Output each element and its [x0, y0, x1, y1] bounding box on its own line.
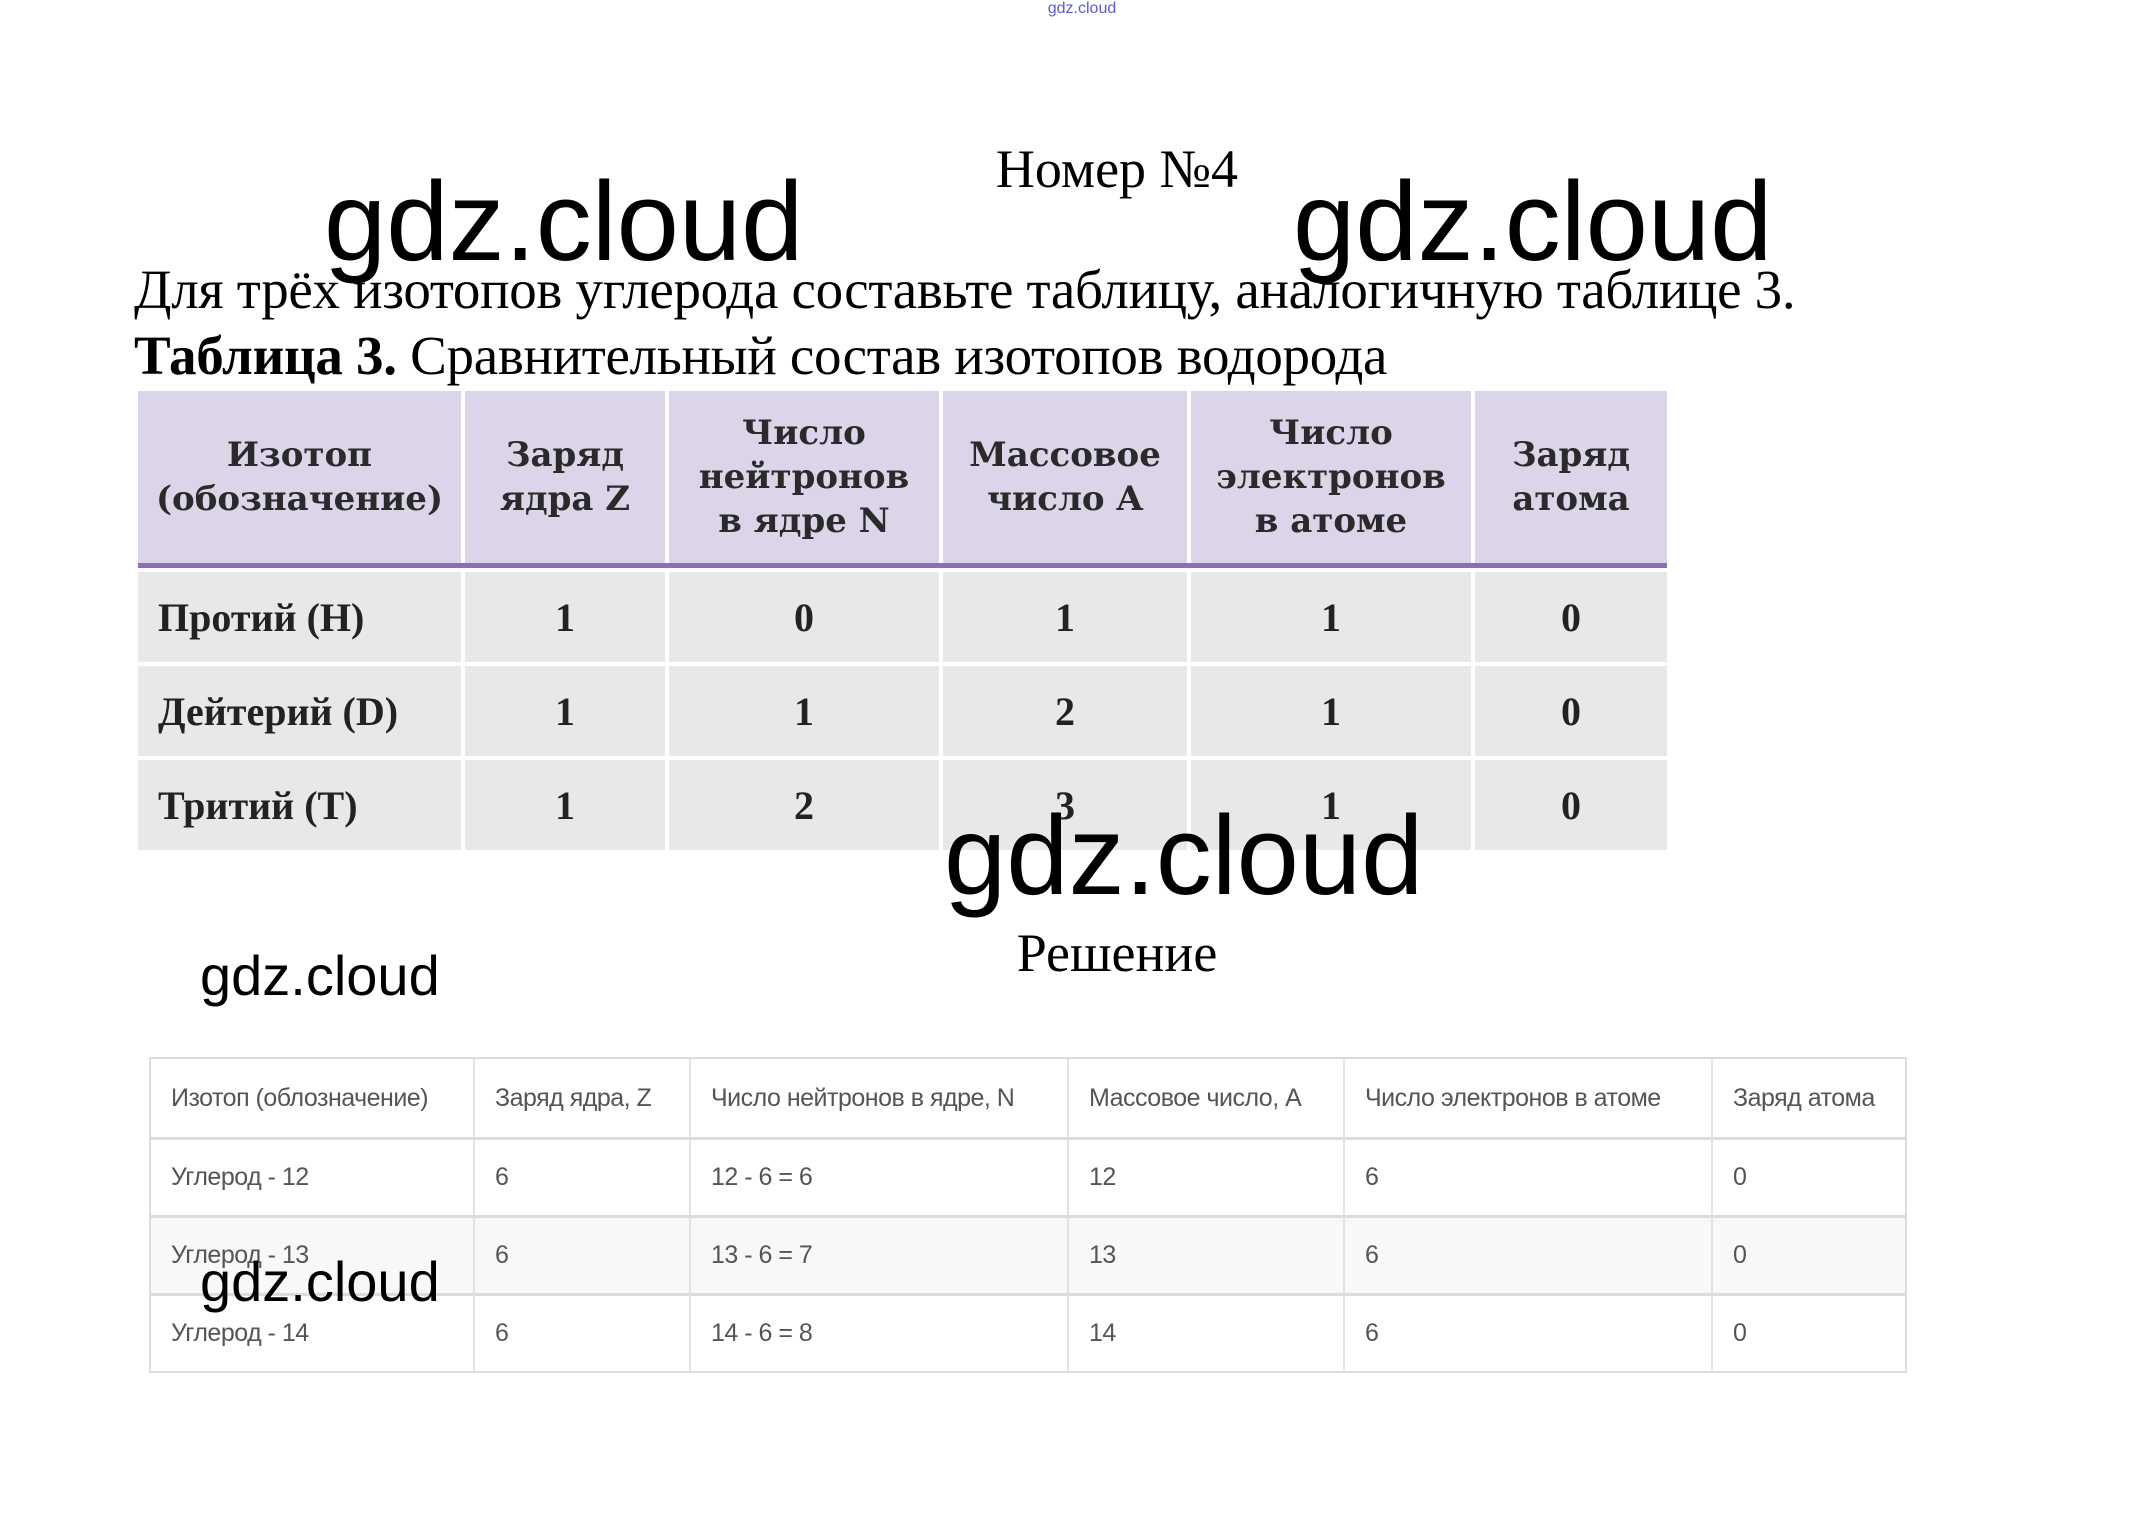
- table-caption: Таблица 3. Сравнительный состав изотопов…: [134, 324, 1387, 387]
- table-header-row: Изотоп (облозначение) Заряд ядра, Z Число …: [151, 1059, 1905, 1140]
- table-cell: 1: [1191, 572, 1475, 662]
- table-row: Дейтерий (D) 1 1 2 1 0: [138, 662, 1667, 756]
- column-header: Заряд ядра, Z: [475, 1059, 691, 1137]
- table-cell: 0: [669, 572, 943, 662]
- table-cell: Углерод - 12: [151, 1140, 475, 1215]
- table-cell: 6: [475, 1296, 691, 1371]
- table-cell: 0: [1733, 1241, 1747, 1269]
- table-cell: 6: [475, 1218, 691, 1293]
- watermark-logo: gdz.cloud: [200, 1250, 440, 1313]
- table-row: Углерод - 14 6 14 - 6 = 8 14 6 0: [151, 1296, 1905, 1371]
- page-title: Номер №4: [995, 139, 1239, 199]
- table-cell: 14 - 6 = 8: [691, 1296, 1069, 1371]
- watermark-logo: gdz.cloud: [1293, 159, 1773, 284]
- table-cell: 0: [1733, 1163, 1747, 1191]
- table-cell: 1: [1191, 666, 1475, 756]
- solution-heading: Решение: [1016, 923, 1218, 983]
- hydrogen-isotopes-table: Изотоп (обозначение) Заряд ядра Z Число не…: [138, 391, 1667, 850]
- table-row: Тритий (T) 1 2 3 1 0: [138, 756, 1667, 850]
- table-cell: 2: [669, 760, 943, 850]
- column-header: Заряд атома: [1733, 1083, 1875, 1112]
- table-cell: 1: [943, 572, 1191, 662]
- column-header: Число нейтронов в ядре, N: [691, 1059, 1069, 1137]
- table-cell: 12 - 6 = 6: [691, 1140, 1069, 1215]
- column-header: Заряд атома: [1475, 391, 1667, 563]
- table-row: Углерод - 13 6 13 - 6 = 7 13 6 0: [151, 1218, 1905, 1296]
- watermark-logo: gdz.cloud: [944, 793, 1424, 918]
- table-cell: 0: [1475, 572, 1667, 662]
- header-divider: [138, 563, 1667, 568]
- column-header: Изотоп (облозначение): [151, 1059, 475, 1137]
- table-cell: 0: [1475, 760, 1667, 850]
- table-cell: 0: [1733, 1319, 1747, 1347]
- table-cell: 6: [1345, 1218, 1713, 1293]
- column-header: Число нейтронов в ядре N: [669, 391, 943, 563]
- task-text: Для трёх изотопов углерода составьте таб…: [134, 259, 1796, 320]
- table-cell: 0: [1475, 666, 1667, 756]
- column-header: Изотоп (обозначение): [138, 391, 465, 563]
- table-cell: 13 - 6 = 7: [691, 1218, 1069, 1293]
- table-row: Углерод - 12 6 12 - 6 = 6 12 6 0: [151, 1140, 1905, 1218]
- table-cell: 3: [943, 760, 1191, 850]
- table-cell: 1: [465, 666, 669, 756]
- table-cell: Углерод - 13: [151, 1218, 475, 1293]
- table-cell: 14: [1069, 1296, 1345, 1371]
- carbon-isotopes-table: Изотоп (облозначение) Заряд ядра, Z Число …: [149, 1057, 1907, 1373]
- table-row: Протий (H) 1 0 1 1 0: [138, 568, 1667, 662]
- table-cell: Углерод - 14: [151, 1296, 475, 1371]
- column-header: Массовое число A: [943, 391, 1191, 563]
- table-cell: 12: [1069, 1140, 1345, 1215]
- table-cell: 2: [943, 666, 1191, 756]
- table-cell: Тритий (T): [138, 760, 465, 850]
- table-cell: 6: [475, 1140, 691, 1215]
- watermark-top: gdz.cloud: [1047, 0, 1117, 17]
- table-cell: 13: [1069, 1218, 1345, 1293]
- column-header: Число электронов в атоме: [1345, 1059, 1713, 1137]
- table-caption-text: Сравнительный состав изотопов водорода: [396, 325, 1388, 386]
- table-header-row: Изотоп (обозначение) Заряд ядра Z Число не…: [138, 391, 1667, 563]
- table-caption-label: Таблица 3.: [134, 325, 397, 386]
- watermark-logo: gdz.cloud: [200, 944, 440, 1007]
- table-cell: 6: [1345, 1296, 1713, 1371]
- watermark-logo: gdz.cloud: [324, 159, 804, 284]
- column-header: Массовое число, A: [1069, 1059, 1345, 1137]
- table-cell: 1: [465, 760, 669, 850]
- table-cell: Дейтерий (D): [138, 666, 465, 756]
- column-header: Число электронов в атоме: [1191, 391, 1475, 563]
- table-cell: 1: [1191, 760, 1475, 850]
- table-cell: 1: [669, 666, 943, 756]
- table-cell: Протий (H): [138, 572, 465, 662]
- table-cell: 6: [1345, 1140, 1713, 1215]
- table-cell: 1: [465, 572, 669, 662]
- column-header: Заряд ядра Z: [465, 391, 669, 563]
